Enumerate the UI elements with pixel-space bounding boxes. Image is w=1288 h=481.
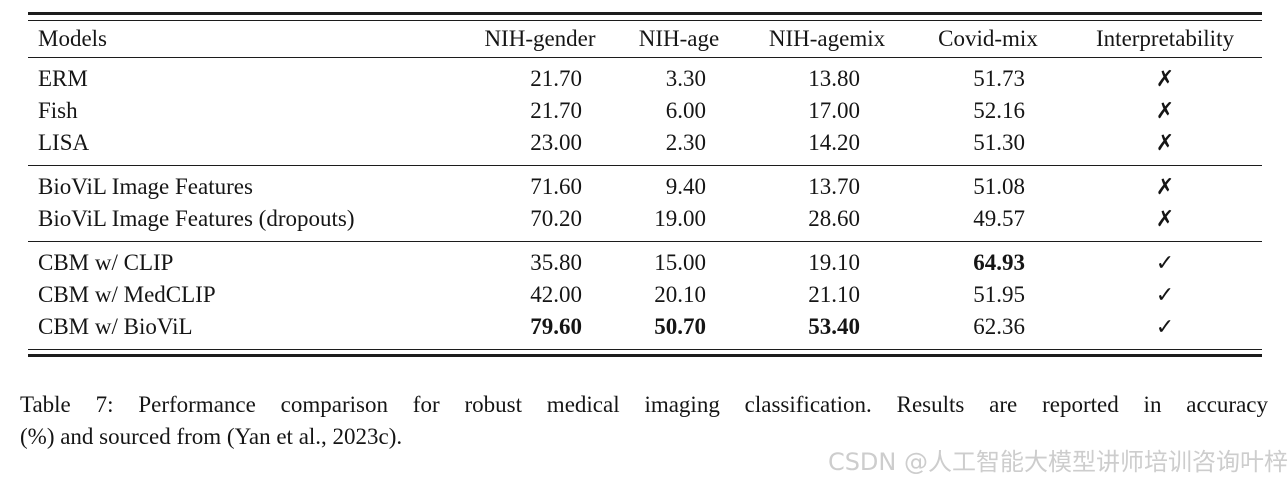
column-header-nih-gender: NIH-gender [484,26,596,51]
column-header-nih-age: NIH-age [638,26,720,51]
metric-cell: 51.73 [973,66,1025,91]
table-header: Models NIH-gender NIH-age NIH-agemix Cov… [28,21,1262,58]
metric-cell: 19.00 [654,206,706,231]
column-header-models: Models [38,26,107,51]
table-section-baselines: ERM 21.70 3.30 13.80 51.73 ✗ Fish 21.70 … [28,58,1262,166]
metric-cell-best: 50.70 [654,314,706,339]
metric-cell: 17.00 [808,98,860,123]
cross-icon: ✗ [1155,174,1175,200]
metric-cell: 51.08 [973,174,1025,199]
model-name-cell: CBM w/ BioViL [38,314,193,339]
table-row: Fish 21.70 6.00 17.00 52.16 ✗ [28,95,1262,127]
table-row: BioViL Image Features (dropouts) 70.20 1… [28,203,1262,242]
model-name-cell: LISA [38,130,90,155]
metric-cell: 49.57 [973,206,1025,231]
metric-cell: 21.70 [530,98,582,123]
model-name-cell: CBM w/ CLIP [38,250,174,275]
model-name-cell: CBM w/ MedCLIP [38,282,216,307]
check-icon: ✓ [1155,250,1175,276]
column-header-nih-agemix: NIH-agemix [768,26,886,51]
metric-cell: 21.10 [808,282,860,307]
metric-cell: 15.00 [654,250,706,275]
metric-cell: 21.70 [530,66,582,91]
table-row: BioViL Image Features 71.60 9.40 13.70 5… [28,166,1262,204]
check-icon: ✓ [1155,314,1175,340]
cross-icon: ✗ [1155,130,1175,156]
metric-cell: 3.30 [665,66,706,91]
metric-cell: 6.00 [665,98,706,123]
table-caption: Table 7: Performance comparison for robu… [20,389,1268,453]
model-name-cell: ERM [38,66,88,91]
cross-icon: ✗ [1155,98,1175,124]
metric-cell: 62.36 [973,314,1025,339]
cross-icon: ✗ [1155,66,1175,92]
table-section-biovil-features: BioViL Image Features 71.60 9.40 13.70 5… [28,165,1262,242]
metric-cell-best: 53.40 [808,314,860,339]
metric-cell: 20.10 [654,282,706,307]
model-name-cell: BioViL Image Features (dropouts) [38,206,355,231]
cross-icon: ✗ [1155,206,1175,232]
metric-cell: 23.00 [530,130,582,155]
metric-cell: 52.16 [973,98,1025,123]
metric-cell: 2.30 [665,130,706,155]
column-header-covid-mix: Covid-mix [938,26,1038,51]
metric-cell: 9.40 [665,174,706,199]
csdn-watermark: CSDN @人工智能大模型讲师培训咨询叶梓 [827,448,1288,476]
table-section-cbm: CBM w/ CLIP 35.80 15.00 19.10 64.93 ✓ CB… [28,241,1262,350]
metric-cell: 28.60 [808,206,860,231]
caption-line-1: Table 7: Performance comparison for robu… [20,392,1268,417]
column-header-interpretability: Interpretability [1096,26,1234,51]
header-row: Models NIH-gender NIH-age NIH-agemix Cov… [28,21,1262,58]
metric-cell: 13.70 [808,174,860,199]
metric-cell: 51.95 [973,282,1025,307]
metric-cell: 19.10 [808,250,860,275]
metric-cell: 13.80 [808,66,860,91]
metric-cell: 14.20 [808,130,860,155]
page: Models NIH-gender NIH-age NIH-agemix Cov… [0,12,1288,481]
results-table-wrap: Models NIH-gender NIH-age NIH-agemix Cov… [28,12,1262,357]
metric-cell: 35.80 [530,250,582,275]
metric-cell: 42.00 [530,282,582,307]
results-table: Models NIH-gender NIH-age NIH-agemix Cov… [28,20,1262,350]
table-row: CBM w/ MedCLIP 42.00 20.10 21.10 51.95 ✓ [28,279,1262,311]
metric-cell-best: 64.93 [973,250,1025,275]
model-name-cell: BioViL Image Features [38,174,253,199]
metric-cell: 51.30 [973,130,1025,155]
model-name-cell: Fish [38,98,78,123]
caption-line-2: (%) and sourced from (Yan et al., 2023c)… [20,424,403,449]
check-icon: ✓ [1155,282,1175,308]
metric-cell-best: 79.60 [530,314,582,339]
table-row: CBM w/ CLIP 35.80 15.00 19.10 64.93 ✓ [28,242,1262,280]
table-row: ERM 21.70 3.30 13.80 51.73 ✗ [28,58,1262,96]
metric-cell: 70.20 [530,206,582,231]
table-row: LISA 23.00 2.30 14.20 51.30 ✗ [28,127,1262,166]
metric-cell: 71.60 [530,174,582,199]
table-row: CBM w/ BioViL 79.60 50.70 53.40 62.36 ✓ [28,311,1262,350]
